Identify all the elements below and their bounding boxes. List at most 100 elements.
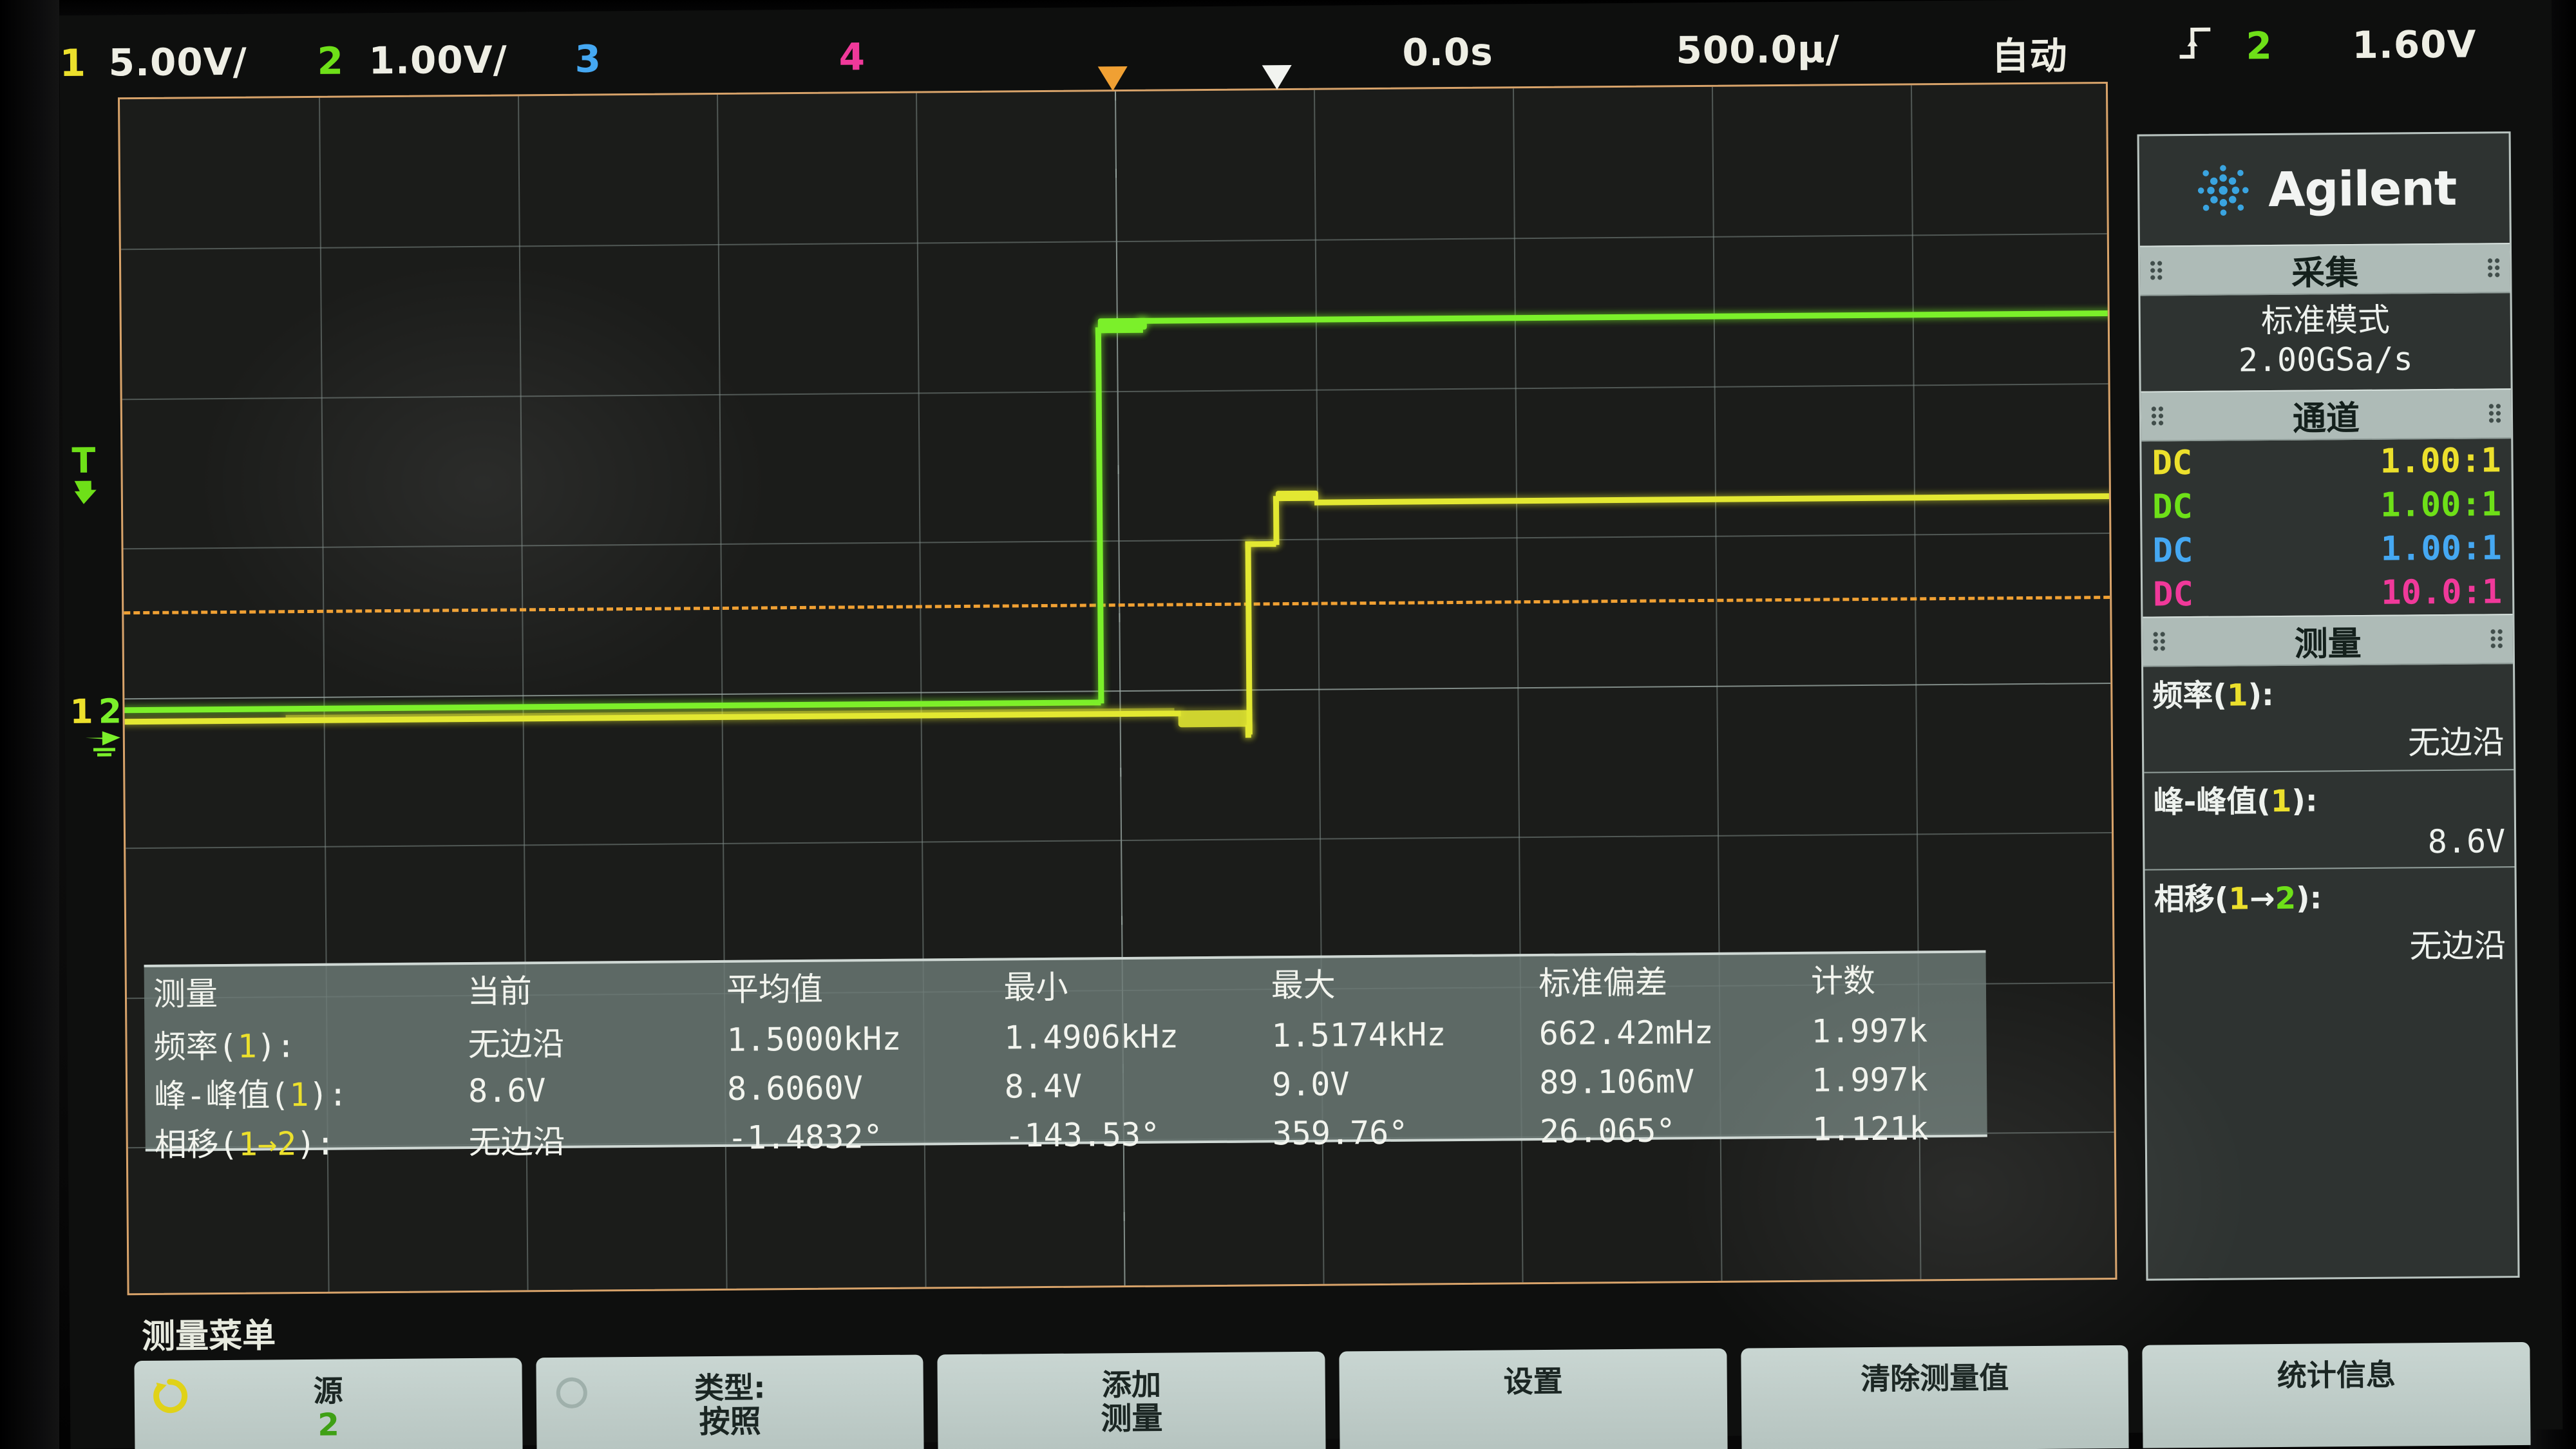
measurement-table: 测量 当前 平均值 最小 最大 标准偏差 计数 频率(1): 无边沿 1.500… <box>144 953 1987 1167</box>
grip-right-icon <box>2487 402 2503 425</box>
tick <box>1120 768 1122 777</box>
channel-probe: 10.0:1 <box>2381 573 2503 612</box>
measure-item-name: 相移(1→2): <box>2154 880 2322 918</box>
row-label: 峰-峰值(1): <box>145 1066 469 1118</box>
header-average: 平均值 <box>726 970 824 1009</box>
measure-name-prefix: 相移( <box>2154 881 2229 918</box>
row-label-suffix: ): <box>296 1124 336 1163</box>
softkey-clear-measurements[interactable]: 清除测量值 <box>1741 1345 2129 1449</box>
status-trigger-source[interactable]: 2 <box>2246 24 2273 68</box>
row-std-dev: 26.065° <box>1539 1112 1676 1150</box>
measure-item-frequency[interactable]: 频率(1): 无边沿 <box>2143 664 2514 773</box>
measure-item-value: 无边沿 <box>2407 723 2505 762</box>
softkey-bar: 源 2 类型: 按照 添加 测量 设置 清除测量值 <box>134 1341 2531 1449</box>
ch1-trace-rise2 <box>1273 496 1280 545</box>
channel-row-4[interactable]: DC 10.0:1 <box>2143 570 2513 617</box>
measure-name-suffix: ): <box>2248 677 2275 714</box>
tick <box>1117 465 1119 475</box>
acquisition-title: 采集 <box>2291 253 2359 293</box>
row-label-suffix: ): <box>308 1075 348 1114</box>
header-maximum: 最大 <box>1271 966 1336 1005</box>
status-trigger-level[interactable]: 1.60V <box>2352 22 2477 68</box>
softkey-settings[interactable]: 设置 <box>1339 1348 1728 1449</box>
grip-left-icon <box>2152 630 2166 653</box>
channel-row-2[interactable]: DC 1.00:1 <box>2142 482 2512 529</box>
lcd-screen: 1 5.00V/ 2 1.00V/ 3 4 0.0s 500.0µ/ 自动 2 … <box>59 0 2563 1449</box>
acquisition-sample-rate: 2.00GSa/s <box>2238 340 2413 379</box>
right-sidebar: Agilent 采集 标准模式 2.00GSa/s 通道 DC <box>2137 131 2520 1281</box>
softkey-label: 源 <box>313 1373 343 1408</box>
status-ch2-number[interactable]: 2 <box>317 39 345 83</box>
measure-section-header[interactable]: 测量 <box>2143 614 2514 667</box>
measure-name-prefix: 峰-峰值( <box>2153 784 2271 820</box>
channel-section-header[interactable]: 通道 <box>2141 388 2512 442</box>
acquisition-section-header[interactable]: 采集 <box>2139 243 2510 296</box>
status-bar: 1 5.00V/ 2 1.00V/ 3 4 0.0s 500.0µ/ 自动 2 … <box>59 22 2552 95</box>
trigger-level-marker[interactable]: T <box>71 440 98 506</box>
brand-name: Agilent <box>2268 160 2457 218</box>
status-ch4-number[interactable]: 4 <box>838 35 866 79</box>
softkey-label: 统计信息 <box>2277 1357 2396 1394</box>
tick <box>1119 613 1121 623</box>
channel-coupling: DC <box>2152 531 2193 571</box>
softkey-label: 类型: <box>694 1370 766 1406</box>
channel-row-1[interactable]: DC 1.00:1 <box>2141 439 2512 486</box>
row-current: 无边沿 <box>468 1025 565 1064</box>
gridline-h <box>122 383 2108 401</box>
channel-probe: 1.00:1 <box>2380 485 2502 525</box>
grip-left-icon <box>2149 260 2164 282</box>
softkey-source[interactable]: 源 2 <box>134 1358 523 1449</box>
status-ch1-number[interactable]: 1 <box>59 41 87 85</box>
ch2-ground-label: 2 <box>98 692 122 732</box>
measure-item-name: 频率(1): <box>2152 668 2505 715</box>
measure-name-prefix: 频率( <box>2152 677 2228 714</box>
channel-coupling: DC <box>2152 575 2194 614</box>
trigger-position-marker[interactable] <box>1097 64 1129 95</box>
row-label-suffix: ): <box>256 1027 296 1065</box>
delay-reference-marker[interactable] <box>1261 62 1293 93</box>
ch1-trace-rise1 <box>1245 541 1253 735</box>
gridline-h-center <box>124 683 2111 700</box>
rising-edge-icon[interactable] <box>2178 24 2212 71</box>
row-std-dev: 662.42mHz <box>1539 1013 1714 1053</box>
header-count: 计数 <box>1810 961 1876 1000</box>
row-current: 无边沿 <box>468 1122 565 1162</box>
row-label-channel: 1 <box>289 1076 309 1114</box>
softkey-type[interactable]: 类型: 按照 <box>536 1354 924 1449</box>
grip-right-icon <box>2486 257 2501 279</box>
gridline-h <box>123 533 2110 550</box>
gridline-h <box>120 233 2107 251</box>
ch-ground-markers[interactable]: 1 2 <box>70 692 124 759</box>
row-label-prefix: 频率( <box>153 1027 238 1066</box>
rotary-knob-icon <box>151 1377 189 1422</box>
row-label: 频率(1): <box>144 1018 468 1069</box>
channel-title: 通道 <box>2292 399 2360 439</box>
row-maximum: 359.76° <box>1272 1113 1408 1153</box>
softkey-label: 设置 <box>1503 1363 1563 1399</box>
softkey-add-measurement[interactable]: 添加 测量 <box>937 1351 1326 1449</box>
channel-coupling: DC <box>2152 488 2193 527</box>
tick <box>1115 169 1117 178</box>
status-ch2-scale[interactable]: 1.00V/ <box>368 37 508 83</box>
measure-item-phase[interactable]: 相移(1→2): 无边沿 <box>2145 867 2515 976</box>
row-maximum: 9.0V <box>1271 1065 1350 1104</box>
measure-item-value: 无边沿 <box>2409 927 2506 965</box>
status-delay[interactable]: 0.0s <box>1402 30 1494 75</box>
ch2-trace-high <box>1139 310 2112 324</box>
ch1-trace-step <box>1247 541 1276 547</box>
status-ch1-scale[interactable]: 5.00V/ <box>108 39 248 85</box>
measure-list: 频率(1): 无边沿 峰-峰值(1): 8.6V 相移(1→2): 无边沿 <box>2143 664 2515 975</box>
measure-title: 测量 <box>2294 624 2362 664</box>
brand-header: Agilent <box>2139 133 2510 246</box>
status-timebase[interactable]: 500.0µ/ <box>1676 27 1841 73</box>
measure-name-suffix: ): <box>2295 880 2322 916</box>
measure-item-peak-to-peak[interactable]: 峰-峰值(1): 8.6V <box>2144 770 2515 871</box>
channel-row-3[interactable]: DC 1.00:1 <box>2142 526 2512 573</box>
row-average: -1.4832° <box>727 1118 883 1157</box>
row-count: 1.997k <box>1811 1012 1928 1050</box>
softkey-statistics[interactable]: 统计信息 <box>2142 1341 2531 1448</box>
status-trigger-mode[interactable]: 自动 <box>1991 33 2068 79</box>
ground-symbol-icon <box>85 731 120 757</box>
status-ch3-number[interactable]: 3 <box>574 37 602 81</box>
